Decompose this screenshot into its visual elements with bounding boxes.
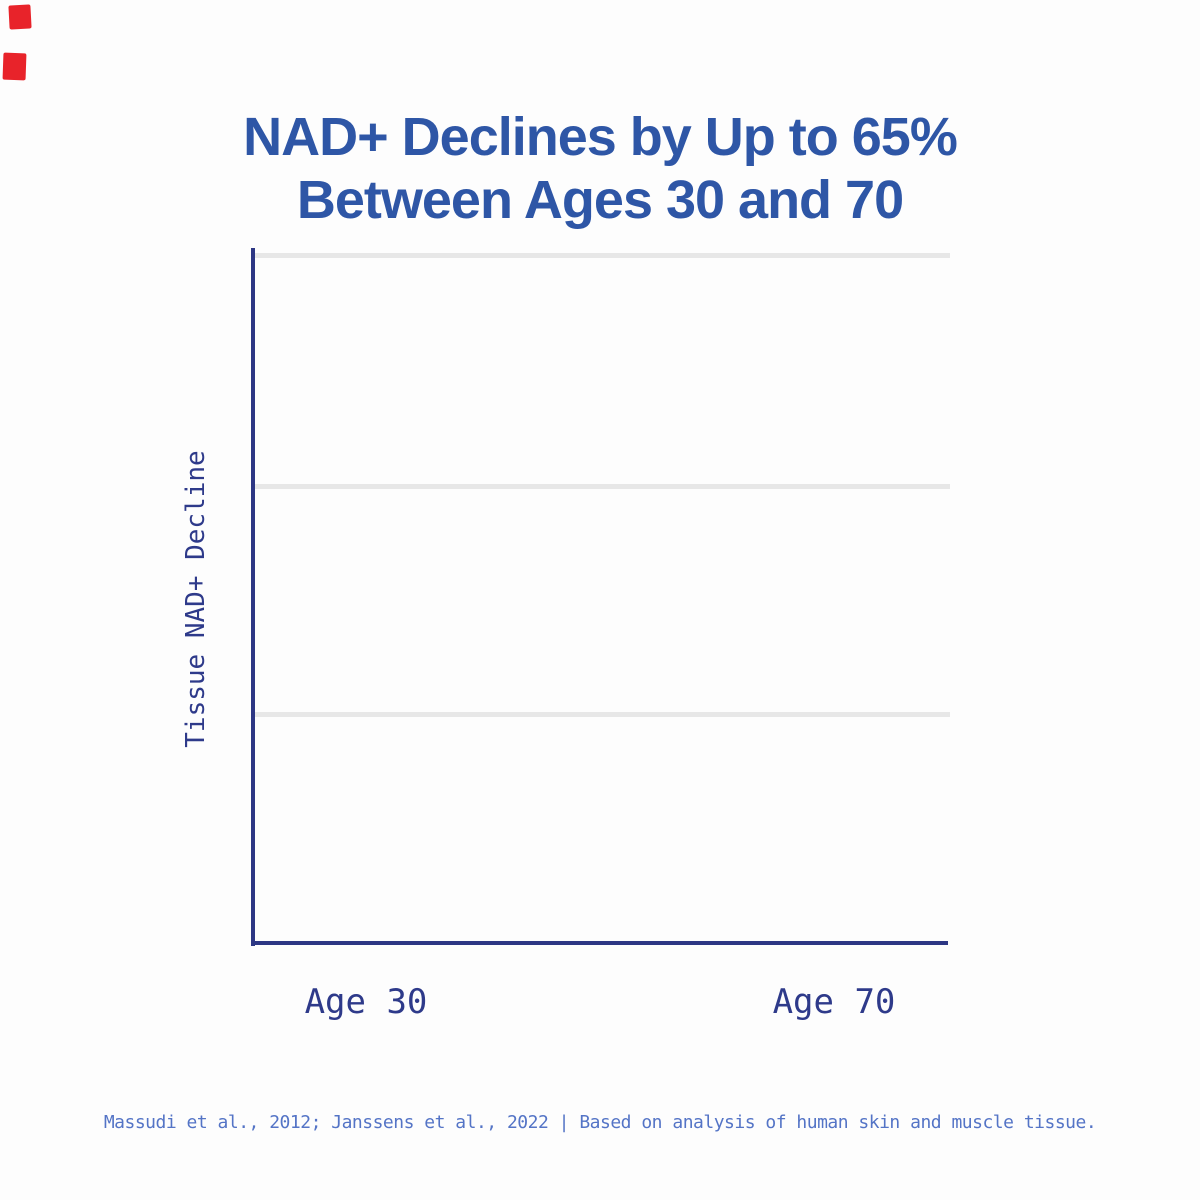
red-glitch-mark-1	[8, 4, 32, 30]
chart-title-line-1: NAD+ Declines by Up to 65%	[243, 107, 958, 167]
chart-title: NAD+ Declines by Up to 65% Between Ages …	[0, 106, 1200, 232]
gridline-bottom	[255, 712, 950, 717]
y-axis-label: Tissue NAD+ Decline	[181, 450, 211, 748]
chart-title-line-2: Between Ages 30 and 70	[296, 170, 904, 230]
red-glitch-mark-2	[2, 52, 27, 81]
y-axis-line	[251, 248, 255, 946]
x-tick-label-age-30: Age 30	[304, 982, 428, 1022]
x-axis-line	[251, 941, 948, 945]
gridline-top	[255, 253, 950, 258]
gridline-middle	[255, 484, 950, 489]
source-citation: Massudi et al., 2012; Janssens et al., 2…	[103, 1112, 1097, 1133]
x-tick-label-age-70: Age 70	[772, 982, 896, 1022]
